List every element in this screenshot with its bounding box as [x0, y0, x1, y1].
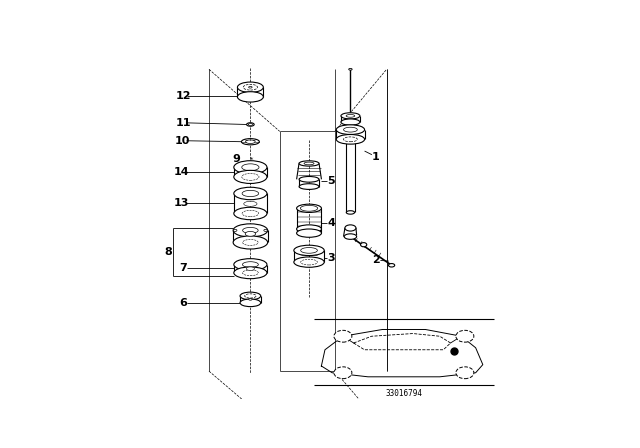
- Ellipse shape: [243, 240, 258, 246]
- Ellipse shape: [349, 69, 352, 70]
- Ellipse shape: [242, 211, 259, 216]
- Ellipse shape: [242, 173, 259, 180]
- Ellipse shape: [248, 124, 252, 125]
- Ellipse shape: [243, 270, 259, 276]
- Ellipse shape: [299, 184, 319, 190]
- Ellipse shape: [246, 267, 255, 271]
- Ellipse shape: [360, 243, 367, 247]
- Ellipse shape: [234, 258, 267, 271]
- Ellipse shape: [237, 82, 263, 92]
- Text: 13: 13: [173, 198, 189, 208]
- Text: 1: 1: [372, 151, 380, 162]
- Text: 12: 12: [175, 91, 191, 101]
- Text: 8: 8: [164, 246, 172, 257]
- Ellipse shape: [240, 292, 260, 300]
- Ellipse shape: [300, 205, 317, 211]
- Ellipse shape: [249, 298, 252, 300]
- Ellipse shape: [240, 299, 260, 306]
- Ellipse shape: [241, 138, 259, 145]
- Ellipse shape: [346, 115, 355, 117]
- Ellipse shape: [296, 225, 321, 233]
- Ellipse shape: [301, 248, 317, 253]
- Ellipse shape: [344, 127, 357, 132]
- Ellipse shape: [296, 229, 321, 237]
- Text: 4: 4: [328, 218, 335, 228]
- Ellipse shape: [237, 92, 263, 102]
- Ellipse shape: [264, 229, 268, 232]
- Text: *: *: [250, 157, 253, 163]
- Ellipse shape: [243, 262, 259, 267]
- Ellipse shape: [294, 257, 324, 267]
- Text: 33016794: 33016794: [385, 389, 422, 398]
- Text: 9: 9: [233, 154, 241, 164]
- Ellipse shape: [334, 330, 352, 342]
- Ellipse shape: [334, 367, 352, 379]
- Ellipse shape: [249, 86, 252, 88]
- Text: 7: 7: [179, 263, 187, 273]
- Ellipse shape: [245, 232, 255, 236]
- Text: 14: 14: [173, 167, 189, 177]
- Ellipse shape: [299, 161, 319, 166]
- Ellipse shape: [233, 224, 268, 237]
- Ellipse shape: [246, 140, 255, 143]
- Ellipse shape: [234, 229, 237, 232]
- Ellipse shape: [304, 162, 314, 165]
- Ellipse shape: [344, 137, 357, 142]
- Ellipse shape: [243, 84, 257, 90]
- Ellipse shape: [242, 190, 259, 197]
- Ellipse shape: [299, 177, 319, 182]
- Ellipse shape: [234, 267, 267, 279]
- Ellipse shape: [301, 259, 317, 265]
- Ellipse shape: [234, 207, 267, 220]
- Ellipse shape: [246, 123, 254, 126]
- Ellipse shape: [456, 367, 474, 379]
- Ellipse shape: [248, 161, 253, 164]
- Ellipse shape: [341, 113, 360, 119]
- Ellipse shape: [336, 134, 365, 144]
- Ellipse shape: [294, 245, 324, 255]
- Ellipse shape: [456, 330, 474, 342]
- Ellipse shape: [341, 119, 360, 125]
- Ellipse shape: [233, 236, 268, 249]
- Text: 2: 2: [372, 255, 380, 265]
- Ellipse shape: [388, 263, 395, 267]
- Ellipse shape: [242, 164, 259, 171]
- Ellipse shape: [234, 170, 267, 184]
- Ellipse shape: [345, 225, 356, 231]
- Text: 5: 5: [328, 177, 335, 186]
- Ellipse shape: [346, 211, 355, 214]
- Ellipse shape: [344, 234, 356, 239]
- Ellipse shape: [243, 228, 258, 233]
- Text: 6: 6: [179, 298, 187, 308]
- Ellipse shape: [234, 161, 267, 174]
- Text: 3: 3: [328, 253, 335, 263]
- Ellipse shape: [336, 125, 365, 134]
- Ellipse shape: [244, 201, 257, 206]
- Text: 10: 10: [175, 136, 190, 146]
- Ellipse shape: [296, 204, 321, 212]
- Text: 11: 11: [175, 118, 191, 128]
- Ellipse shape: [244, 294, 256, 298]
- Ellipse shape: [234, 187, 267, 200]
